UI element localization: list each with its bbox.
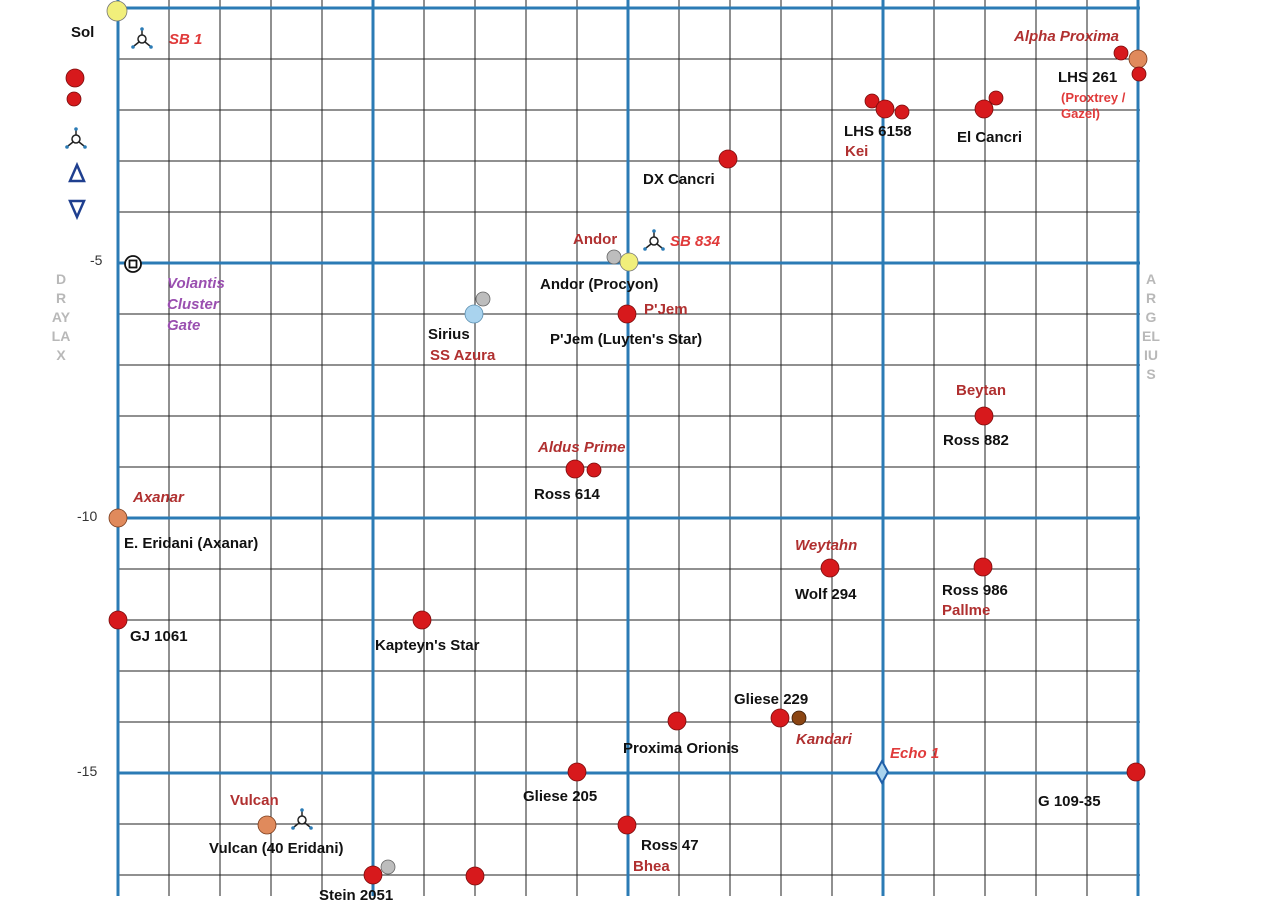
pjem-luyten-label: P'Jem (Luyten's Star) (550, 331, 703, 348)
star-ross-614-a[interactable] (565, 459, 585, 479)
star-alpha-proxima-a[interactable] (1113, 45, 1129, 61)
star-gliese-205[interactable] (567, 762, 587, 782)
andor-procyon-label: Andor (Procyon) (540, 276, 659, 293)
kei-label: Kei (845, 143, 869, 160)
starbases (124, 27, 890, 830)
axanar-label: Axanar (133, 489, 184, 506)
dx-cancri-label: DX Cancri (643, 171, 715, 188)
ross-882-label: Ross 882 (943, 432, 1009, 449)
star-lhs-6158-c[interactable] (894, 104, 910, 120)
star-lhs-261[interactable] (1131, 66, 1147, 82)
star-ross-47[interactable] (617, 815, 637, 835)
star-gliese-229-a[interactable] (770, 708, 790, 728)
gate-icon[interactable] (124, 255, 142, 273)
star-eps-eridani[interactable] (108, 508, 128, 528)
star-lhs-6158-b[interactable] (875, 99, 895, 119)
wolf-294-label: Wolf 294 (795, 586, 857, 603)
star-stein-2051-a[interactable] (363, 865, 383, 885)
proxima-orionis-label: Proxima Orionis (623, 740, 739, 757)
star-stein-2051-b[interactable] (380, 859, 396, 875)
el-cancri-label: El Cancri (957, 129, 1023, 146)
beytan-label: Beytan (956, 382, 1007, 399)
alpha-proxima-label: Alpha Proxima (1014, 28, 1120, 45)
star-proxima-orionis[interactable] (667, 711, 687, 731)
volantis-label: Volantis Cluster Gate (167, 275, 225, 334)
vulcan-40eri-label: Vulcan (40 Eridani) (209, 840, 344, 857)
sirius-label: Sirius (428, 326, 470, 343)
star-ross-986[interactable] (973, 557, 993, 577)
triangle-down-icon (68, 199, 86, 221)
tick-label-minus-15: -15 (77, 763, 98, 779)
aldus-prime-label: Aldus Prime (538, 439, 626, 456)
eps-eridani-label: E. Eridani (Axanar) (124, 535, 259, 552)
gliese-229-label: Gliese 229 (734, 691, 809, 708)
sb1-label: SB 1 (169, 31, 203, 48)
side-label-draylax: DRAYLAX (51, 271, 71, 363)
ross-47-label: Ross 47 (641, 837, 699, 854)
kapteyn-label: Kapteyn's Star (375, 637, 480, 654)
starbase-vulcan-icon[interactable] (291, 808, 313, 830)
sol-label: Sol (71, 24, 95, 41)
star-procyon-b[interactable] (606, 249, 622, 265)
side-label-argelius: ARGELIUS (1142, 271, 1160, 382)
kandari-label: Kandari (796, 731, 852, 748)
star-sirius-b[interactable] (475, 291, 491, 307)
vulcan-planet-label: Vulcan (230, 792, 279, 809)
star-g-109-35[interactable] (1126, 762, 1146, 782)
echo-1-label: Echo 1 (890, 745, 940, 762)
star-ross-614-b[interactable] (586, 462, 602, 478)
stars (106, 0, 1148, 886)
large-red-star-icon (65, 68, 85, 88)
proxtrey-gazel-label: (Proxtrey / Gazel) (1061, 90, 1126, 121)
small-red-star-icon (66, 91, 82, 107)
star-lhs-6158-a[interactable] (864, 93, 880, 109)
echo-beacon-icon[interactable] (874, 758, 890, 786)
gj-1061-label: GJ 1061 (130, 628, 188, 645)
star-sirius-a[interactable] (464, 304, 484, 324)
tick-label-minus-5: -5 (90, 252, 103, 268)
starbase-sb834-icon[interactable] (643, 229, 665, 251)
star-kapteyn[interactable] (412, 610, 432, 630)
star-gliese-229-b[interactable] (791, 710, 807, 726)
star-alpha-proxima-b[interactable] (1128, 49, 1148, 69)
pallme-label: Pallme (942, 602, 991, 619)
star-luytens[interactable] (617, 304, 637, 324)
star-40-eridani[interactable] (257, 815, 277, 835)
ross-614-label: Ross 614 (534, 486, 600, 503)
bhea-label: Bhea (633, 858, 670, 875)
star-el-cancri-a[interactable] (974, 99, 994, 119)
star-el-cancri-b[interactable] (988, 90, 1004, 106)
ss-azura-label: SS Azura (430, 347, 496, 364)
star-sol[interactable] (106, 0, 128, 22)
gliese-205-label: Gliese 205 (523, 788, 598, 805)
pjem-planet-label: P'Jem (644, 301, 688, 318)
legend (65, 68, 87, 221)
starbase-sb1-icon[interactable] (131, 27, 153, 49)
lhs-261-label: LHS 261 (1058, 69, 1118, 86)
star-wolf-294[interactable] (820, 558, 840, 578)
star-ross-882[interactable] (974, 406, 994, 426)
lhs-6158-label: LHS 6158 (844, 123, 912, 140)
star-lhs-bottom[interactable] (465, 866, 485, 886)
star-procyon-a[interactable] (619, 252, 639, 272)
starbase-icon (65, 127, 87, 149)
sb834-label: SB 834 (670, 233, 721, 250)
weytahn-label: Weytahn (795, 537, 858, 554)
triangle-up-icon (68, 161, 86, 183)
g-109-35-label: G 109-35 (1038, 793, 1101, 810)
tick-label-minus-10: -10 (77, 508, 98, 524)
star-gj-1061[interactable] (108, 610, 128, 630)
star-dx-cancri[interactable] (718, 149, 738, 169)
andor-planet-label: Andor (573, 231, 618, 248)
ross-986-label: Ross 986 (942, 582, 1008, 599)
